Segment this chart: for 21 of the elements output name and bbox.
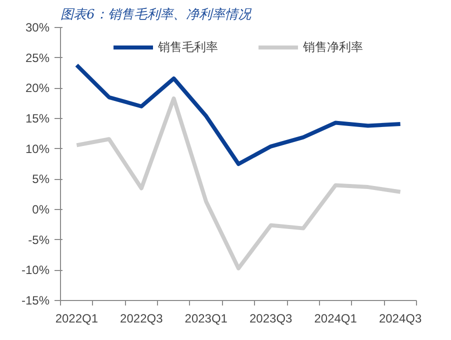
x-tick-label: 2024Q3 [378,312,422,326]
x-tick-label: 2023Q1 [184,312,228,326]
y-tick-label: 5% [32,172,50,186]
y-tick-label: 30% [25,20,50,34]
x-tick-label: 2024Q1 [314,312,358,326]
y-tick-label: 25% [25,50,50,65]
legend-label: 销售净利率 [303,38,363,56]
line-series [74,96,402,270]
x-tick-label: 2023Q3 [250,312,293,326]
y-tick-label: 10% [25,142,50,156]
line-series [74,63,402,166]
y-tick-label: 20% [25,81,50,96]
legend-label: 销售毛利率 [158,38,218,56]
y-tick-label: 15% [25,112,50,126]
x-tick-label: 2022Q1 [55,312,98,326]
y-tick-label: 0% [32,202,50,216]
y-tick-label: -15% [21,294,50,308]
x-tick-label: 2022Q3 [120,312,164,326]
chart-title: 图表6：销售毛利率、净利率情况 [60,6,252,22]
y-tick-label: -10% [21,263,50,278]
y-tick-label: -5% [28,232,50,247]
